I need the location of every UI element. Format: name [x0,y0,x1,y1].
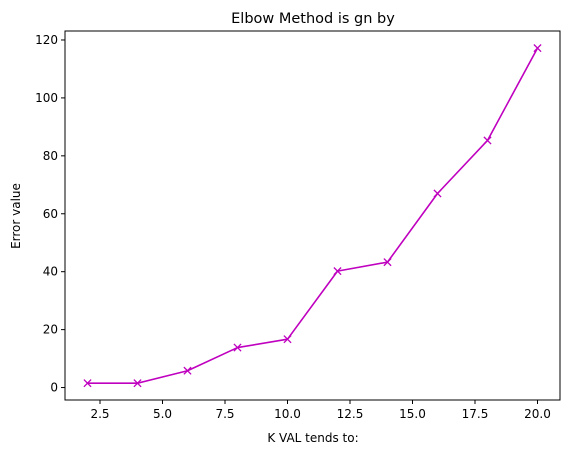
data-point-marker [83,379,92,388]
y-tick-label: 40 [43,265,58,279]
x-tick-label: 7.5 [215,407,234,421]
y-axis-ticks: 0 20 40 60 80 100 120 [35,33,65,395]
x-axis-label: K VAL tends to: [267,431,358,445]
x-axis-ticks: 2.5 5.0 7.5 10.0 12.5 15.0 17.5 20.0 [90,400,551,421]
y-tick-label: 120 [35,33,58,47]
chart-title: Elbow Method is gn by [231,11,395,27]
x-tick-label: 2.5 [90,407,109,421]
data-point-marker [283,335,292,344]
data-point-marker [333,267,342,276]
y-tick-label: 60 [43,207,58,221]
x-tick-label: 10.0 [274,407,301,421]
x-tick-label: 20.0 [524,407,551,421]
data-point-marker [133,379,142,388]
x-tick-label: 17.5 [462,407,489,421]
plot-frame [64,30,561,401]
data-point-marker [483,136,492,145]
data-point-marker [433,189,442,198]
x-tick-label: 15.0 [399,407,426,421]
data-point-marker [183,366,192,375]
y-tick-label: 0 [50,381,58,395]
x-tick-label: 5.0 [153,407,172,421]
plot-area [83,44,542,388]
data-point-marker [233,343,242,352]
data-point-marker [533,44,542,53]
x-tick-label: 12.5 [337,407,364,421]
y-tick-label: 100 [35,91,58,105]
series-line [87,47,539,385]
y-tick-label: 20 [43,323,58,337]
data-point-marker [383,258,392,267]
y-axis-label: Error value [9,183,23,249]
y-tick-label: 80 [43,149,58,163]
